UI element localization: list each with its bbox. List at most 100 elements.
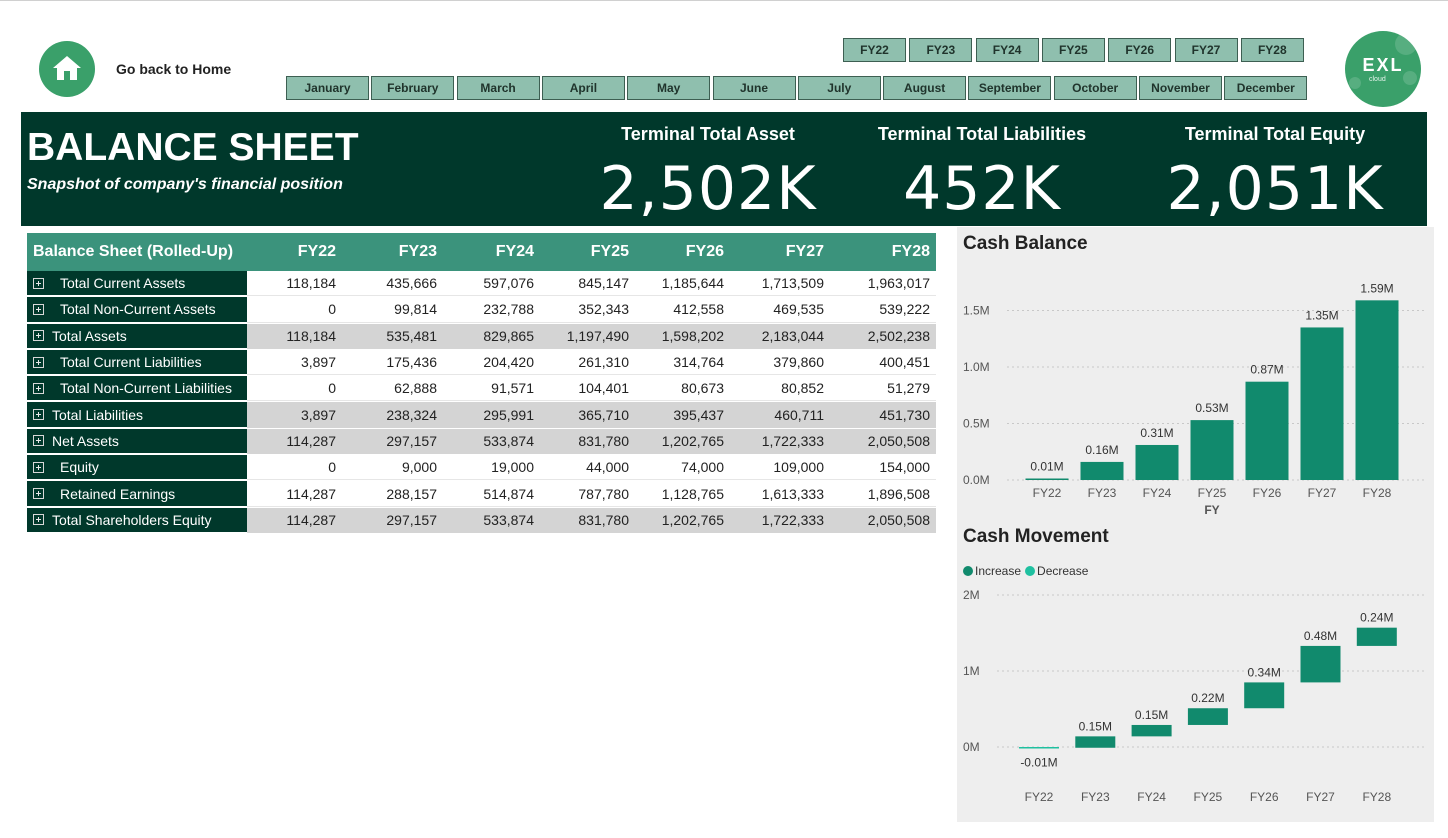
expand-icon[interactable]	[33, 435, 44, 447]
bar-fy23	[1080, 461, 1124, 480]
table-cell: 232,788	[443, 297, 540, 323]
table-cell: 80,852	[730, 376, 830, 402]
row-header: Total Liabilities	[27, 402, 247, 428]
row-header: Net Assets	[27, 428, 247, 455]
table-cell: 104,401	[540, 376, 635, 402]
legend-decrease-swatch	[1025, 566, 1036, 576]
table-cell: 99,814	[342, 297, 443, 323]
legend-increase[interactable]: Increase	[963, 564, 1021, 578]
kpi-total-liabilities-label: Terminal Total Liabilities	[877, 124, 1087, 144]
y-tick-label: 1M	[963, 664, 980, 678]
month-slicer-august[interactable]: August	[883, 76, 967, 100]
row-label: Total Liabilities	[52, 406, 144, 423]
month-slicer-december[interactable]: December	[1224, 76, 1308, 100]
fy-slicer-fy28[interactable]: FY28	[1240, 38, 1304, 62]
top-border	[0, 0, 1448, 1]
fy-slicer-fy25[interactable]: FY25	[1041, 38, 1105, 62]
x-tick-label: FY28	[1362, 790, 1391, 804]
table-row: Equity 0 9,000 19,000 44,000 74,000 109,000 154…	[27, 455, 936, 482]
table-cell: 51,279	[830, 376, 936, 402]
month-slicer-february[interactable]: February	[371, 76, 455, 100]
table-cell: 154,000	[830, 455, 936, 481]
header-fy27[interactable]: FY27	[785, 243, 824, 260]
page-subtitle: Snapshot of company's financial position	[27, 176, 343, 193]
table-cell: 204,420	[443, 349, 540, 376]
home-link[interactable]: Go back to Home	[116, 61, 232, 77]
month-slicer-june[interactable]: June	[712, 76, 796, 100]
header-fy24[interactable]: FY24	[495, 243, 534, 260]
header-fy25[interactable]: FY25	[590, 243, 629, 260]
expand-icon[interactable]	[33, 514, 44, 526]
expand-icon[interactable]	[33, 409, 44, 421]
expand-icon[interactable]	[33, 488, 44, 500]
fy-slicer-fy24[interactable]: FY24	[975, 38, 1039, 62]
data-label: 0.53M	[1195, 401, 1228, 415]
table-cell: 1,202,765	[635, 507, 730, 533]
table-cell: 175,436	[342, 349, 443, 376]
fy-slicer-fy23[interactable]: FY23	[909, 38, 973, 62]
month-slicer-january[interactable]: January	[286, 76, 369, 100]
row-header: Total Current Assets	[27, 271, 247, 297]
table-cell: 2,050,508	[830, 428, 936, 455]
header-fy22[interactable]: FY22	[297, 243, 336, 260]
month-slicer-october[interactable]: October	[1053, 76, 1137, 100]
month-slicer-march[interactable]: March	[456, 76, 540, 100]
x-tick-label: FY23	[1088, 486, 1117, 500]
table-cell: 261,310	[540, 349, 635, 376]
table-row: Total Non-Current Assets 0 99,814 232,788 35…	[27, 297, 936, 324]
table-cell: 3,897	[247, 402, 342, 428]
data-label: 0.48M	[1304, 629, 1337, 643]
bar-fy27	[1300, 327, 1344, 480]
month-slicer-april[interactable]: April	[541, 76, 625, 100]
x-tick-label: FY27	[1306, 790, 1335, 804]
bar-fy22	[1025, 478, 1069, 480]
table-cell: 395,437	[635, 402, 730, 428]
kpi-total-asset-label: Terminal Total Asset	[621, 124, 795, 144]
month-slicer-november[interactable]: November	[1139, 76, 1222, 100]
table-cell: 118,184	[247, 271, 342, 297]
expand-icon[interactable]	[33, 461, 44, 473]
x-tick-label: FY26	[1253, 486, 1282, 500]
logo-wordmark: EXL	[1362, 55, 1404, 75]
expand-icon[interactable]	[33, 382, 44, 394]
header-fy26[interactable]: FY26	[685, 243, 724, 260]
data-label: 0.24M	[1360, 611, 1393, 625]
home-button[interactable]	[39, 41, 95, 97]
row-label: Total Current Assets	[60, 275, 186, 292]
legend-decrease[interactable]: Decrease	[1025, 564, 1088, 578]
table-cell: 1,185,644	[635, 271, 730, 297]
expand-icon[interactable]	[33, 356, 44, 368]
header-label[interactable]: Balance Sheet (Rolled-Up)	[33, 243, 234, 260]
table-cell: 297,157	[342, 507, 443, 533]
header-fy28[interactable]: FY28	[891, 243, 930, 260]
row-label: Net Assets	[52, 432, 119, 449]
title-banner: BALANCE SHEET Snapshot of company's fina…	[21, 112, 1427, 226]
row-label: Equity	[60, 459, 99, 476]
table-cell: 9,000	[342, 455, 443, 481]
kpi-total-liabilities-value: 452K	[903, 154, 1061, 224]
table-cell: 44,000	[540, 455, 635, 481]
table-cell: 352,343	[540, 297, 635, 323]
month-slicer-july[interactable]: July	[797, 76, 881, 100]
month-slicer-may[interactable]: May	[627, 76, 711, 100]
data-label: 0.22M	[1191, 691, 1224, 705]
table-cell: 829,865	[443, 323, 540, 349]
header-fy23[interactable]: FY23	[398, 243, 437, 260]
row-header: Retained Earnings	[27, 481, 247, 507]
data-label: 0.34M	[1248, 665, 1281, 679]
expand-icon[interactable]	[33, 277, 44, 289]
month-slicer-september[interactable]: September	[968, 76, 1052, 100]
expand-icon[interactable]	[33, 330, 44, 342]
fy-slicer-fy27[interactable]: FY27	[1174, 38, 1238, 62]
expand-icon[interactable]	[33, 303, 44, 315]
table-cell: 1,896,508	[830, 481, 936, 507]
fy-slicer-fy26[interactable]: FY26	[1108, 38, 1172, 62]
balance-sheet-table: Balance Sheet (Rolled-Up) FY22 FY23 FY24 FY2…	[27, 233, 936, 534]
bar-fy26	[1245, 381, 1289, 480]
fy-slicer-fy22[interactable]: FY22	[843, 38, 906, 62]
cash-movement-chart: 0M 1M 2M -0.01M FY22 0.15M FY23 0.15M FY24 0.22M F…	[963, 588, 1427, 804]
x-tick-label: FY24	[1143, 486, 1172, 500]
table-cell: 91,571	[443, 376, 540, 402]
table-cell: 533,874	[443, 428, 540, 455]
table-cell: 80,673	[635, 376, 730, 402]
